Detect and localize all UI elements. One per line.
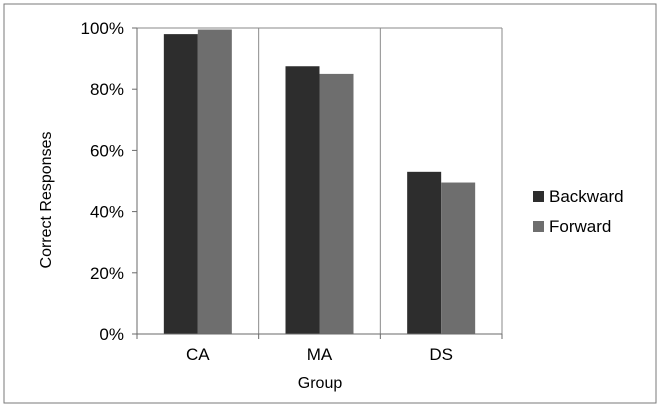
x-axis-title: Group bbox=[298, 375, 343, 392]
x-tick-label: MA bbox=[307, 345, 333, 364]
legend-label-forward: Forward bbox=[549, 217, 611, 236]
bar-backward-ca bbox=[163, 34, 198, 335]
x-tick-labels: CA MA DS bbox=[186, 345, 453, 364]
bar-backward-ma bbox=[285, 66, 320, 334]
bar-forward-ds bbox=[441, 182, 476, 334]
x-tick-label: DS bbox=[429, 345, 453, 364]
category-gridlines bbox=[258, 28, 381, 334]
bars-group bbox=[163, 29, 476, 335]
bar-backward-ds bbox=[407, 171, 442, 334]
axes-group bbox=[132, 27, 503, 339]
bar-forward-ma bbox=[319, 73, 354, 335]
bar-forward-ca bbox=[197, 29, 232, 335]
y-tick-label: 80% bbox=[90, 80, 124, 99]
legend-label-backward: Backward bbox=[549, 187, 624, 206]
y-tick-label: 20% bbox=[90, 264, 124, 283]
y-axis-title: Correct Responses bbox=[38, 132, 55, 269]
y-tick-label: 0% bbox=[99, 325, 124, 344]
y-tick-label: 100% bbox=[81, 19, 124, 38]
x-tick-label: CA bbox=[186, 345, 210, 364]
y-tick-label: 60% bbox=[90, 141, 124, 160]
y-tick-label: 40% bbox=[90, 203, 124, 222]
legend-swatch-backward bbox=[533, 191, 544, 202]
y-tick-labels: 0% 20% 40% 60% 80% 100% bbox=[81, 19, 124, 344]
legend-swatch-forward bbox=[533, 221, 544, 232]
legend: Backward Forward bbox=[533, 187, 624, 236]
